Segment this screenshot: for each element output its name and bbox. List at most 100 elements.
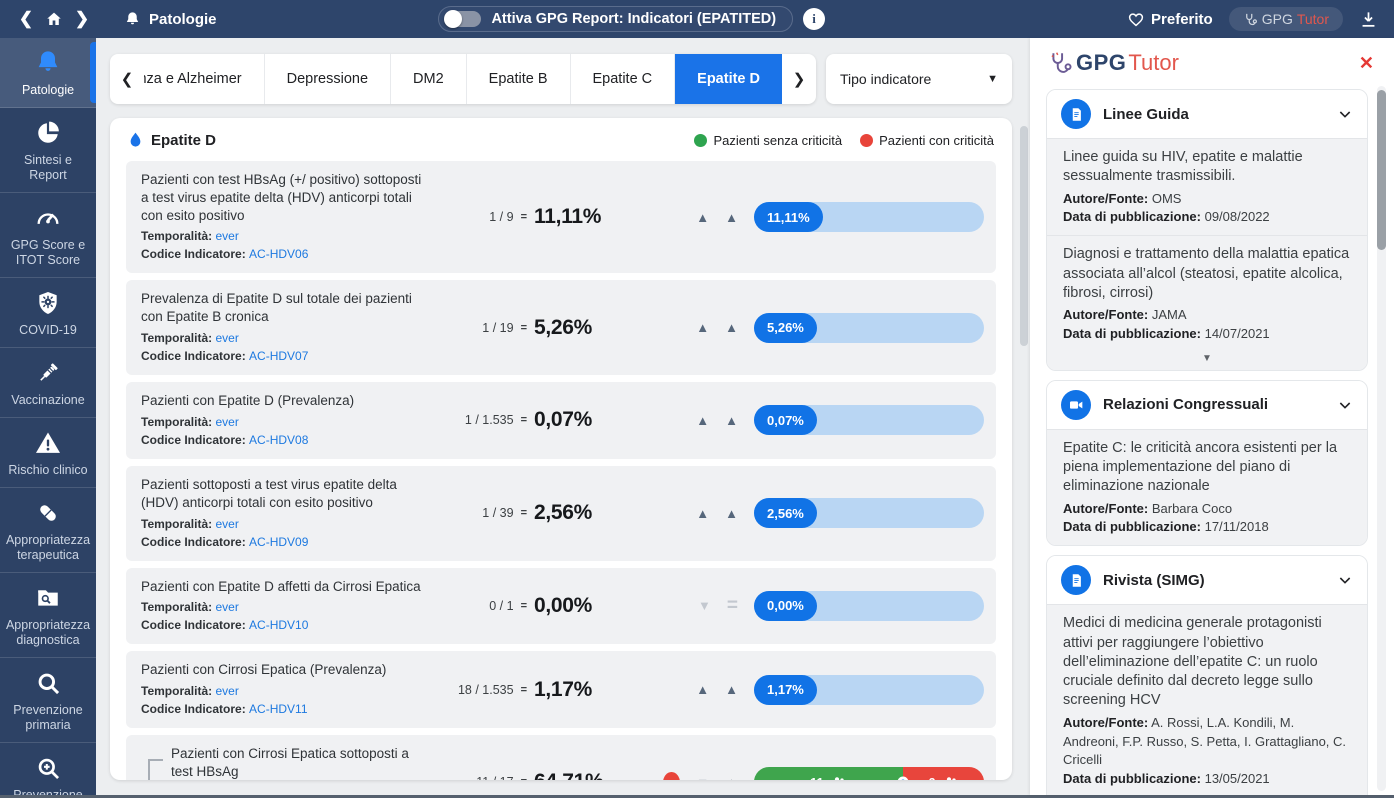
percent-value: 0,00% [534, 593, 593, 617]
section-header-rivista-simg[interactable]: Rivista (SIMG) [1047, 556, 1367, 605]
sidebar-item-vaccinazione[interactable]: Vaccinazione [0, 348, 96, 418]
temporality-link[interactable]: ever [215, 331, 239, 346]
topbar-actions: Preferito GPG Tutor [1127, 7, 1378, 31]
sidebar-item-label: COVID-19 [19, 323, 77, 337]
article-item[interactable]: Linee guida su HIV, epatite e malattie s… [1047, 138, 1367, 235]
indicator-title: Pazienti sottoposti a test virus epatite… [141, 476, 397, 510]
chevron-right-icon: ❯ [74, 9, 90, 28]
warning-triangle-icon [35, 432, 61, 453]
folder-search-icon [38, 590, 58, 606]
gpgtutor-logo: GPG Tutor [1048, 50, 1179, 76]
sidebar-item-prevenzione-primaria[interactable]: Prevenzione primaria [0, 658, 96, 743]
favorite-button[interactable]: Preferito [1127, 10, 1213, 28]
gpg-report-toggle[interactable]: Attiva GPG Report: Indicatori (EPATITED) [438, 6, 794, 32]
sidebar-item-appropriatezza-terapeutica[interactable]: Appropriatezza terapeutica [0, 488, 96, 573]
sidebar-item-label: Vaccinazione [11, 393, 85, 407]
percentage-bar: 11,11% [754, 202, 984, 233]
home-button[interactable] [40, 5, 68, 33]
tab-epatite-b[interactable]: Epatite B [467, 54, 571, 104]
chevron-left-icon: ❮ [18, 9, 34, 28]
chevron-down-icon [1339, 577, 1351, 585]
sidebar-item-prevenzione-secondaria[interactable]: Prevenzione secondaria (Screening) [0, 743, 96, 795]
close-button[interactable]: ✕ [1359, 53, 1374, 74]
article-item[interactable]: Medici di medicina generale protagonisti… [1047, 604, 1367, 795]
back-button[interactable]: ❮ [12, 5, 40, 33]
info-button[interactable]: i [803, 8, 826, 30]
document-icon [1072, 107, 1081, 121]
section-relazioni-congressuali: Relazioni Congressuali Epatite C: le cri… [1046, 379, 1368, 547]
sidebar-item-patologie[interactable]: Patologie [0, 38, 96, 108]
temporality-link[interactable]: ever [215, 414, 239, 429]
indicator-title: Pazienti con test HBsAg (+/ positivo) so… [141, 172, 422, 223]
ratio-value: 1 / 1.535 [464, 413, 514, 428]
stethoscope-icon [1051, 52, 1072, 73]
forward-button[interactable]: ❯ [68, 5, 96, 33]
temporality-link[interactable]: ever [215, 600, 239, 615]
main-content: ❮ enza e Alzheimer Depressione DM2 Epati… [96, 38, 1030, 795]
indicator-type-select[interactable]: Tipo indicatore ▼ [826, 54, 1012, 104]
indicator-code-link[interactable]: AC-HDV06 [249, 247, 309, 262]
temporality-link[interactable]: ever [215, 684, 239, 699]
trend-up-icon: ▲ [696, 412, 710, 428]
percentage-bar: 1,17% [754, 674, 984, 705]
percentage-bar: 0,00% [754, 590, 984, 621]
percent-value: 0,07% [534, 408, 593, 432]
caret-down-icon: ▼ [987, 73, 998, 85]
indicator-code-link[interactable]: AC-HDV09 [249, 534, 309, 549]
temporality-link[interactable]: ever [215, 229, 239, 244]
ratio-value: 1 / 19 [482, 320, 514, 335]
indicator-code-link[interactable]: AC-HDV07 [249, 349, 309, 364]
tutor-scrollbar-thumb[interactable] [1377, 90, 1386, 250]
indicator-code-link[interactable]: AC-HDV08 [249, 432, 309, 447]
green-dot-icon [694, 134, 708, 147]
more-articles-button[interactable]: ▼ [1047, 351, 1367, 370]
tab-dm2[interactable]: DM2 [391, 54, 467, 104]
caret-down-icon: ▼ [1202, 352, 1212, 364]
percent-value: 5,26% [534, 315, 593, 339]
article-item[interactable]: Diagnosi e trattamento della malattia ep… [1047, 235, 1367, 352]
gpgtutor-button[interactable]: GPG Tutor [1228, 7, 1343, 31]
close-icon: ✕ [1358, 52, 1374, 73]
indicator-row-ac-hdv07: Prevalenza di Epatite D sul totale dei p… [126, 280, 996, 376]
chevron-down-icon [1339, 402, 1351, 409]
sidebar-item-appropriatezza-diagnostica[interactable]: Appropriatezza diagnostica [0, 573, 96, 658]
heart-icon [1128, 13, 1144, 27]
sidebar-item-label: Prevenzione secondaria (Screening) [13, 788, 83, 795]
gpg-report-toggle-group: Attiva GPG Report: Indicatori (EPATITED)… [438, 6, 826, 32]
tab-depressione[interactable]: Depressione [265, 54, 392, 104]
temporality-link[interactable]: ever [215, 516, 239, 531]
indicator-row-ac-hdv08: Pazienti con Epatite D (Prevalenza) Temp… [126, 382, 996, 459]
indicator-row-ac-hdv11: Pazienti con Cirrosi Epatica (Prevalenza… [126, 651, 996, 729]
sidebar-item-rischio-clinico[interactable]: Rischio clinico [0, 418, 96, 488]
article-item[interactable]: Epatite C: le criticità ancora esistenti… [1047, 428, 1367, 546]
section-rivista-simg: Rivista (SIMG) Medici di medicina genera… [1046, 555, 1368, 795]
tabs-scroll-right-button[interactable]: ❯ [782, 54, 816, 104]
percent-value: 64,71% [534, 770, 626, 780]
bar-value-badge: 0,07% [754, 405, 817, 436]
syringe-icon [40, 363, 58, 381]
section-header-relazioni-congressuali[interactable]: Relazioni Congressuali [1047, 380, 1367, 429]
ratio-value: 0 / 1 [489, 598, 514, 613]
section-header-linee-guida[interactable]: Linee Guida [1047, 90, 1367, 138]
sidebar-item-label: Prevenzione primaria [13, 703, 83, 732]
percentage-bar: 5,26% [754, 312, 984, 343]
red-dot-icon [860, 134, 874, 147]
patients-ok-segment: 11 [754, 767, 903, 780]
main-scrollbar-thumb[interactable] [1020, 126, 1028, 346]
sidebar-item-gpg-score[interactable]: GPG Score e ITOT Score [0, 193, 96, 278]
download-button[interactable] [1359, 10, 1378, 29]
tab-epatite-d[interactable]: Epatite D [675, 54, 782, 104]
tabs-scroll-left-button[interactable]: ❮ [110, 54, 144, 104]
bell-icon [126, 11, 139, 24]
sidebar-item-covid-19[interactable]: COVID-19 [0, 278, 96, 348]
sidebar-item-sintesi-e-report[interactable]: Sintesi e Report [0, 108, 96, 193]
indicator-code-link[interactable]: AC-HDV11 [249, 702, 308, 717]
tutor-scrollbar-track [1377, 86, 1386, 791]
topbar: ❮ ❯ Patologie Attiva GPG Report: Indicat… [0, 0, 1394, 38]
tab-epatite-c[interactable]: Epatite C [571, 54, 676, 104]
home-icon [47, 12, 61, 25]
chevron-right-icon: ❯ [792, 71, 806, 88]
tab-demenza-e-alzheimer[interactable]: enza e Alzheimer [144, 54, 265, 104]
indicator-code-link[interactable]: AC-HDV10 [249, 618, 309, 633]
indicator-title: Pazienti con Epatite D (Prevalenza) [141, 393, 355, 409]
